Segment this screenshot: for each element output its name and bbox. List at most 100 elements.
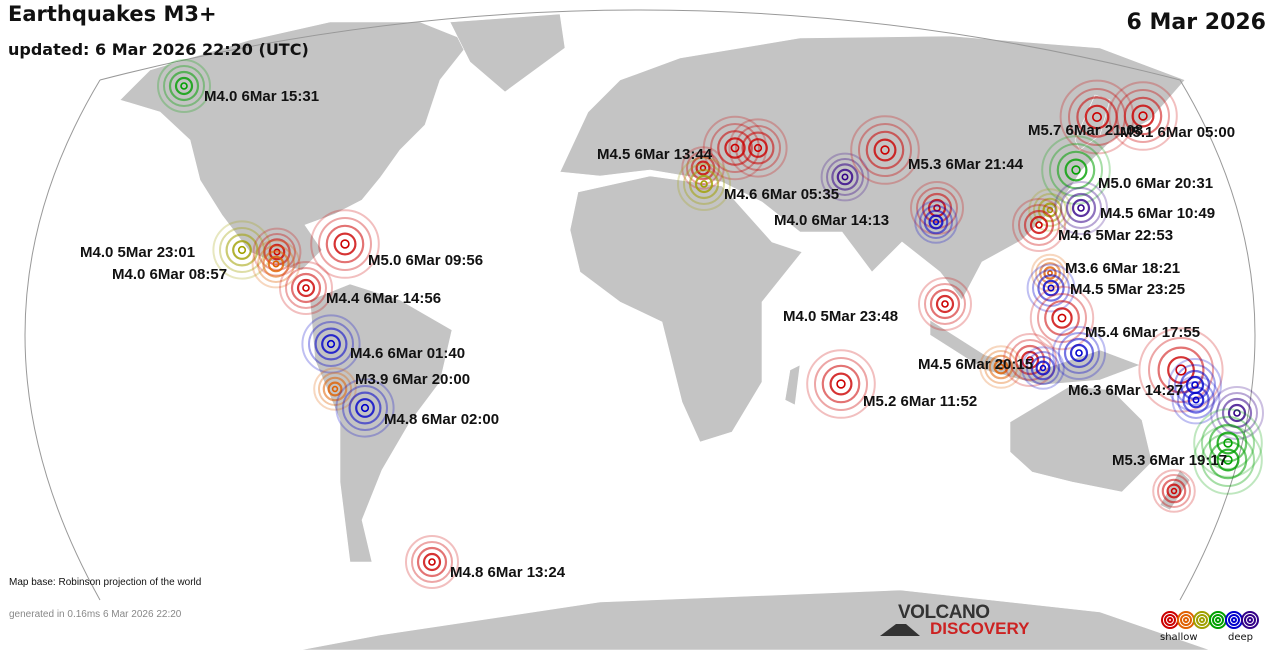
earthquake-marker[interactable] (1029, 285, 1095, 351)
quake-label[interactable]: M4.0 5Mar 23:01 (80, 244, 196, 261)
earthquake-marker[interactable] (918, 277, 972, 331)
marker-ring (941, 300, 949, 308)
quake-label[interactable]: M3.9 6Mar 20:00 (355, 371, 471, 388)
quake-label[interactable]: M4.5 6Mar 10:49 (1100, 205, 1216, 222)
legend-ring (1196, 614, 1208, 626)
quake-label[interactable]: M4.6 6Mar 01:40 (350, 345, 466, 362)
marker-ring (1065, 192, 1097, 224)
marker-ring (979, 345, 1023, 389)
earthquake-marker[interactable] (820, 152, 870, 202)
earthquake-marker[interactable] (313, 367, 357, 411)
earthquake-marker[interactable] (157, 59, 211, 113)
marker-ring (301, 314, 361, 374)
marker-ring (1063, 337, 1095, 369)
earthquake-marker[interactable] (279, 261, 333, 315)
africa (569, 175, 803, 443)
quake-label[interactable]: M4.0 6Mar 14:13 (774, 212, 890, 229)
marker-ring (1116, 89, 1170, 143)
marker-ring (1161, 478, 1187, 504)
marker-ring (683, 163, 725, 205)
marker-ring (360, 403, 370, 413)
generated-note: generated in 0.16ms 6 Mar 2026 22:20 (9, 609, 182, 620)
earthquake-marker[interactable] (335, 378, 395, 438)
marker-ring (820, 152, 870, 202)
marker-ring (325, 224, 365, 264)
earthquake-marker[interactable] (1012, 198, 1066, 252)
quake-label[interactable]: M4.4 6Mar 14:56 (326, 290, 442, 307)
earthquake-marker[interactable] (1138, 327, 1224, 413)
marker-ring (710, 123, 760, 173)
earthquake-marker[interactable] (1152, 469, 1196, 513)
marker-ring (422, 552, 442, 572)
marker-ring (1076, 96, 1118, 138)
depth-legend-rings (1161, 611, 1259, 629)
earthquake-marker[interactable] (1210, 386, 1264, 440)
marker-ring (690, 155, 716, 181)
earthquake-marker[interactable] (1026, 263, 1076, 313)
marker-ring (1216, 431, 1240, 455)
marker-ring (1185, 375, 1205, 395)
marker-ring (262, 250, 290, 278)
earthquake-marker[interactable] (1171, 375, 1221, 425)
earthquake-marker[interactable] (850, 115, 920, 185)
earthquake-marker[interactable] (405, 535, 459, 589)
earthquake-marker[interactable] (979, 345, 1023, 389)
legend-deep: deep (1228, 632, 1253, 643)
earthquake-marker[interactable] (1021, 346, 1065, 390)
quake-label[interactable]: M5.3 6Mar 19:17 (1112, 452, 1228, 469)
quake-label[interactable]: M5.0 6Mar 09:56 (368, 252, 484, 269)
marker-ring (841, 173, 849, 181)
earthquake-marker[interactable] (914, 200, 958, 244)
quake-label[interactable]: M5.1 6Mar 05:00 (1120, 124, 1236, 141)
earthquake-marker[interactable] (1168, 358, 1222, 412)
quake-label[interactable]: M4.0 6Mar 15:31 (204, 88, 320, 105)
marker-ring (318, 217, 372, 271)
marker-ring (1021, 346, 1065, 390)
earthquake-marker[interactable] (681, 146, 725, 190)
quake-label[interactable]: M4.8 6Mar 02:00 (384, 411, 500, 428)
quake-label[interactable]: M4.0 6Mar 08:57 (112, 266, 228, 283)
earthquake-marker[interactable] (310, 209, 380, 279)
marker-ring (1020, 350, 1040, 370)
quake-label[interactable]: M5.4 6Mar 17:55 (1085, 324, 1201, 341)
earthquake-marker[interactable] (677, 157, 731, 211)
quake-label[interactable]: M5.3 6Mar 21:44 (908, 156, 1024, 173)
earthquake-marker[interactable] (728, 118, 788, 178)
quake-label[interactable]: M5.0 6Mar 20:31 (1098, 175, 1214, 192)
updated-time: updated: 6 Mar 2026 22:20 (UTC) (8, 40, 309, 59)
quake-label[interactable]: M4.5 6Mar 13:44 (597, 146, 713, 163)
quake-label[interactable]: M3.6 6Mar 18:21 (1065, 260, 1181, 277)
volcano-discovery-logo[interactable]: VOLCANO DISCOVERY (880, 602, 1040, 642)
marker-ring (1030, 355, 1056, 381)
legend-ring (1167, 617, 1173, 623)
marker-ring (252, 227, 302, 277)
quake-label[interactable]: M4.6 6Mar 05:35 (724, 186, 840, 203)
quake-label[interactable]: M4.0 5Mar 23:48 (783, 308, 899, 325)
logo-line1: VOLCANO (898, 602, 990, 623)
marker-ring (1051, 307, 1073, 329)
quake-label[interactable]: M4.5 5Mar 23:25 (1070, 281, 1186, 298)
marker-ring (318, 372, 352, 406)
quake-label[interactable]: M6.3 6Mar 14:27 (1068, 382, 1184, 399)
marker-ring (1174, 364, 1216, 406)
earthquake-marker[interactable] (806, 349, 876, 419)
quake-label[interactable]: M5.7 6Mar 21:08 (1028, 122, 1144, 139)
marker-ring (1058, 332, 1100, 374)
marker-ring (921, 192, 953, 224)
earthquake-marker[interactable] (702, 115, 768, 181)
marker-ring (1069, 343, 1089, 363)
quake-label[interactable]: M4.6 5Mar 22:53 (1058, 227, 1174, 244)
quake-label[interactable]: M5.2 6Mar 11:52 (863, 393, 978, 410)
quake-label[interactable]: M4.8 6Mar 13:24 (450, 564, 566, 581)
earthquake-marker[interactable] (1052, 326, 1106, 380)
earthquake-marker[interactable] (1193, 425, 1263, 495)
quake-label[interactable]: M4.5 6Mar 20:15 (918, 356, 1034, 373)
marker-ring (1233, 409, 1241, 417)
marker-ring (1018, 204, 1060, 246)
earthquake-marker[interactable] (1054, 181, 1108, 235)
earthquake-marker[interactable] (1108, 81, 1178, 151)
earthquake-marker[interactable] (301, 314, 361, 374)
marker-ring (873, 138, 897, 162)
earthquake-marker[interactable] (251, 239, 301, 289)
earthquake-marker[interactable] (252, 227, 302, 277)
